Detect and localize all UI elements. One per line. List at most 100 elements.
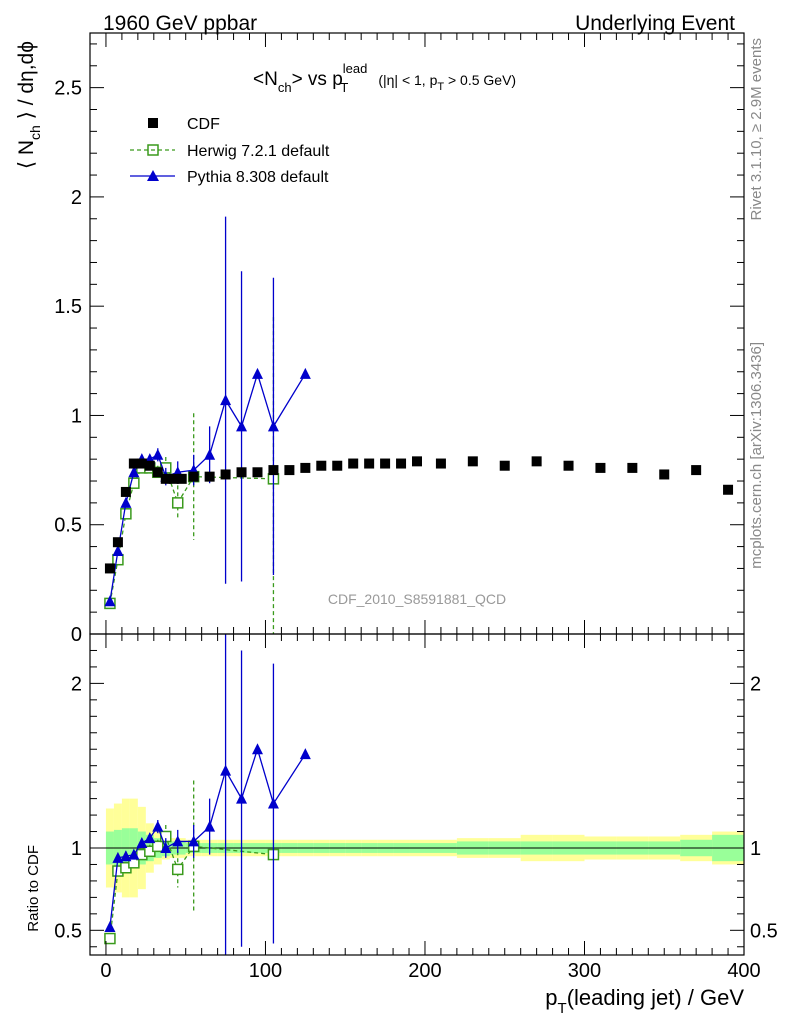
- herwig-point: [112, 553, 124, 566]
- xlabel-main: p: [545, 985, 557, 1010]
- ratio-plot-frame: [89, 633, 745, 956]
- pythia-ratio-point: [160, 842, 172, 853]
- ylabel-rest: ⟩ / dη,dϕ: [15, 41, 38, 125]
- cdf-point: [627, 462, 638, 473]
- top-plot-title: <Nch> vs plead T (|η| < 1, pT > 0.5 GeV): [253, 61, 516, 95]
- herwig-ratio-point: [104, 932, 116, 945]
- top-y-tick-label: 0: [71, 624, 82, 646]
- xlabel-sub: T: [558, 1000, 567, 1017]
- x-tick-label: 200: [408, 960, 441, 982]
- top-y-tick-label: 0.5: [54, 515, 82, 537]
- top-y-tick-label: 1: [71, 405, 82, 427]
- ratio-y-tick-label-right: 0.5: [750, 920, 778, 942]
- cdf-point: [160, 473, 171, 484]
- cdf-point: [348, 458, 359, 469]
- cdf-point: [252, 467, 263, 478]
- pythia-point: [236, 420, 248, 432]
- ratio-y-tick-label: 1: [71, 838, 82, 860]
- cdf-point: [128, 458, 139, 469]
- legend-herwig-label: Herwig 7.2.1 default: [187, 143, 330, 160]
- title-sub: T: [340, 80, 348, 95]
- ylabel-main: ⟨ N: [15, 140, 38, 169]
- side-label-top: Rivet 3.1.10, ≥ 2.9M events: [748, 38, 765, 221]
- cdf-point: [120, 486, 131, 497]
- legend: CDF Herwig 7.2.1 default Pythia 8.308 de…: [130, 116, 330, 186]
- ratio-y-axis-label: Ratio to CDF: [25, 845, 42, 932]
- top-y-tick-label: 2: [71, 187, 82, 209]
- pythia-ratio-point: [299, 748, 311, 760]
- ylabel-sub: ch: [27, 125, 43, 140]
- ratio-y-tick-label: 2: [71, 673, 82, 695]
- cdf-point: [435, 458, 446, 469]
- cdf-point: [300, 462, 311, 473]
- cdf-point: [168, 473, 179, 484]
- cdf-point: [284, 465, 295, 476]
- cdf-point: [268, 465, 279, 476]
- cdf-point: [316, 460, 327, 471]
- top-y-tick-label: 1.5: [54, 296, 82, 318]
- cdf-point: [144, 460, 155, 471]
- pythia-point: [299, 367, 311, 379]
- title-cut2: > 0.5 GeV): [444, 72, 516, 88]
- header-left: 1960 GeV ppbar: [103, 12, 257, 35]
- cdf-point: [112, 537, 123, 548]
- cdf-point: [723, 484, 734, 495]
- pythia-ratio-point: [112, 851, 124, 863]
- pythia-point: [220, 394, 232, 406]
- top-y-tick-label: 2.5: [54, 78, 82, 100]
- axes: 0 0.5 1 1.5 2 2.5 0.5 0.5 1 1 2 2 0 100 200 300 400: [54, 32, 778, 982]
- pythia-ratio-point: [251, 743, 263, 755]
- pythia-point: [104, 595, 116, 607]
- pythia-ratio-point: [152, 820, 164, 832]
- pythia-ratio-point: [220, 764, 232, 776]
- pythia-ratio-point: [188, 835, 200, 847]
- ratio-y-tick-label-right: 2: [750, 673, 761, 695]
- title-cut1: (|η| < 1, p: [378, 72, 437, 88]
- pythia-point: [128, 466, 140, 478]
- cdf-point: [499, 460, 510, 471]
- pythia-point: [120, 496, 132, 508]
- herwig-ratio-point: [152, 840, 164, 853]
- cdf-point: [380, 458, 391, 469]
- ratio-y-tick-label-right: 1: [750, 838, 761, 860]
- legend-pythia-label: Pythia 8.308 default: [187, 169, 329, 186]
- pythia-ratio-point: [172, 835, 184, 847]
- cdf-point: [220, 469, 231, 480]
- cdf-point: [364, 458, 375, 469]
- cdf-point: [104, 563, 115, 574]
- legend-pythia-marker: [147, 170, 159, 181]
- cdf-point: [691, 465, 702, 476]
- x-axis-label: pT(leading jet) / GeV: [545, 985, 744, 1017]
- herwig-point: [128, 477, 140, 489]
- x-tick-label: 400: [727, 960, 760, 982]
- x-tick-label: 0: [100, 960, 111, 982]
- title-cut-sub: T: [437, 81, 444, 93]
- xlabel-rest: (leading jet) / GeV: [567, 985, 745, 1010]
- ratio-y-tick-label: 0.5: [54, 920, 82, 942]
- pythia-point: [251, 367, 263, 379]
- title-main: <N: [253, 69, 278, 90]
- title-sup: lead: [343, 61, 368, 76]
- cdf-point: [188, 471, 199, 482]
- cdf-point: [236, 467, 247, 478]
- herwig-point: [120, 508, 132, 520]
- cdf-point: [152, 467, 163, 478]
- pythia-ratio-point: [204, 820, 216, 832]
- legend-herwig-marker: [147, 144, 159, 156]
- analysis-watermark: CDF_2010_S8591881_QCD: [328, 591, 506, 607]
- ratio-panel-data: [90, 634, 744, 955]
- pythia-ratio-point: [120, 850, 132, 862]
- cdf-point: [332, 460, 343, 471]
- title-main-sub: ch: [278, 80, 292, 95]
- pythia-point: [112, 544, 124, 556]
- herwig-ratio-point: [171, 863, 184, 876]
- cdf-point: [563, 460, 574, 471]
- pythia-ratio-point: [267, 797, 279, 809]
- cdf-point: [595, 462, 606, 473]
- cdf-point: [396, 458, 407, 469]
- pythia-ratio-point: [104, 921, 116, 933]
- herwig-point: [171, 497, 184, 509]
- pythia-ratio-line: [109, 747, 306, 928]
- x-tick-label: 100: [249, 960, 282, 982]
